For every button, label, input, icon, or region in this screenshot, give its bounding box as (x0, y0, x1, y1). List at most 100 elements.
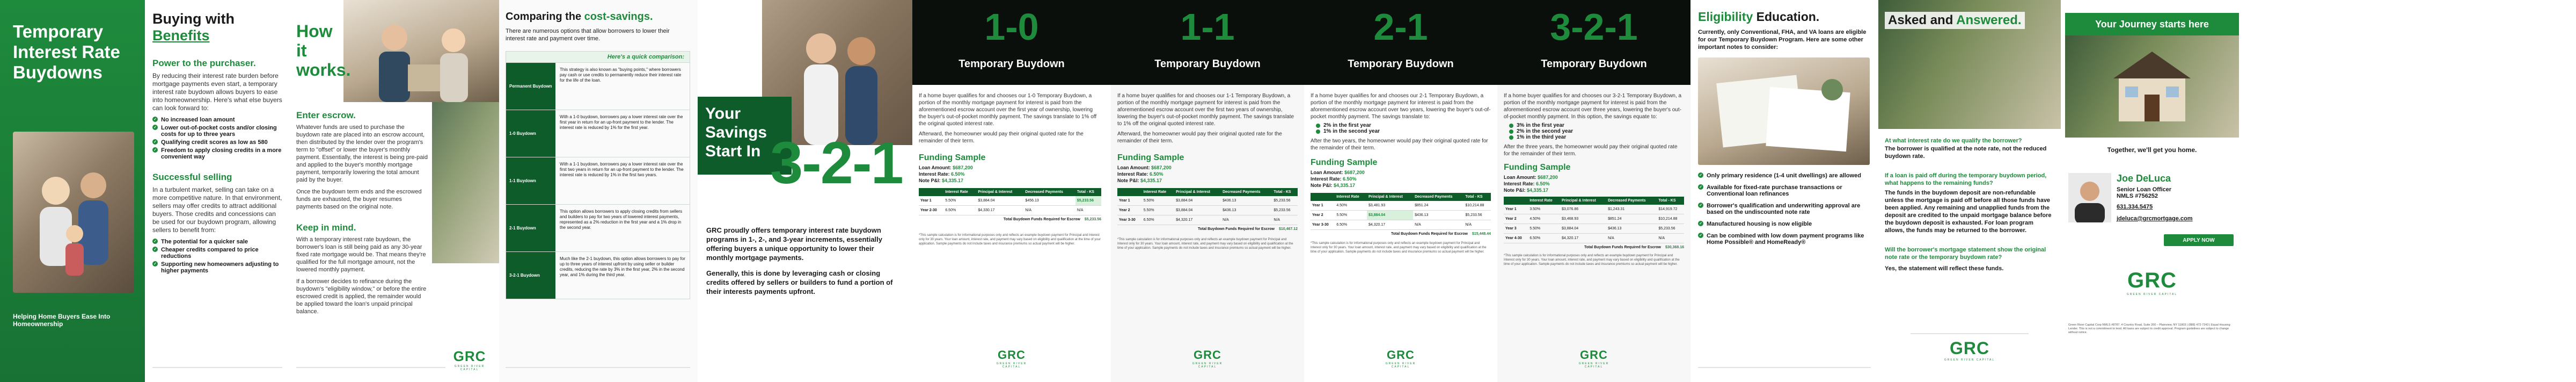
loan-value: $687,200 (1538, 175, 1558, 180)
compare-row-label: 1-0 Buydown (506, 110, 555, 157)
buydown-bullets: 3% in the first year 2% in the second ye… (1509, 122, 1684, 140)
loan-value: $687,200 (953, 165, 973, 170)
benefits-list1: ✓ No increased loan amount ✓ Lower out-of-… (152, 117, 282, 160)
savings-para2: Generally, this is done by leveraging ca… (706, 269, 893, 295)
contact-banner-text: Your Journey starts here (2095, 18, 2209, 30)
th-blank (1311, 193, 1335, 201)
eligibility-text: Only primary residence (1-4 unit dwellin… (1707, 172, 1861, 179)
contact-phone[interactable]: 631.334.5475 (2117, 204, 2153, 210)
grc-logo: GRC (1194, 348, 1221, 362)
compare-row-text: With a 1-1 buydown, borrowers pay a lowe… (560, 162, 684, 177)
cover-photo (13, 132, 134, 293)
rate-value: 6.50% (951, 171, 965, 177)
buydown-logo: GRC GREEN RIVER CAPITAL (993, 348, 1030, 369)
cell: $3,884.04 (1174, 196, 1221, 206)
buydown-para1: If a home buyer qualifies for and choose… (1117, 93, 1294, 127)
family-photo-icon (40, 172, 108, 276)
faq-q1: At what interest rate do we qualify the … (1885, 138, 2022, 144)
table-row: Year 3-30 6.50% $4,320.17 N/A N/A (1311, 220, 1491, 230)
buydown-logo: GRC GREEN RIVER CAPITAL (1189, 348, 1226, 369)
note-label: Total Buydown Funds Required for Escrow (1584, 246, 1661, 249)
benefit-item: ✓ The potential for a quicker sale (152, 239, 282, 245)
cell: 6.50% (943, 205, 977, 215)
th: Decreased Payments (1023, 188, 1075, 196)
cell: N/A (1075, 205, 1101, 215)
note-total: $5,233.56 (1084, 218, 1101, 221)
note-label: Total Buydown Funds Required for Escrow (1003, 218, 1080, 221)
buydown-para1: If a home buyer qualifies for and choose… (919, 93, 1097, 127)
check-icon: ✓ (152, 147, 158, 153)
cell: Year 2 (1504, 214, 1528, 224)
bullet-text: 1% in the third year (1517, 134, 1567, 140)
cell: 4.50% (1335, 201, 1367, 211)
cell: $10,214.88 (1657, 214, 1684, 224)
eligibility-item: ✓ Manufactured housing is now eligible (1698, 221, 1871, 227)
eligibility-text: Manufactured housing is now eligible (1707, 221, 1812, 227)
pi-value: $4,335.17 (942, 178, 964, 183)
bullet-text: 2% in the second year (1517, 128, 1574, 134)
agent-photo-icon (379, 25, 468, 102)
rate-value: 6.50% (1536, 181, 1550, 186)
faq-title-prefix: Asked and (1888, 13, 1957, 27)
apply-now-button[interactable]: APPLY NOW (2164, 234, 2234, 246)
faq-title-em: Answered. (1956, 13, 2022, 27)
cell: $436.13 (1413, 210, 1464, 220)
cell: 6.50% (1335, 220, 1367, 230)
how-logo: GRC GREEN RIVER CAPITAL (451, 348, 488, 371)
buydown-subtitle: Temporary Buydown (958, 58, 1065, 70)
benefit-text: Qualifying credit scores as low as 580 (161, 139, 268, 146)
table-row: Year 4-30 6.50% $4,320.17 N/A N/A (1504, 233, 1684, 243)
th: Total - KS (1075, 188, 1101, 196)
faq-title: Asked and Answered. (1885, 12, 2025, 29)
benefit-text: Freedom to apply closing credits in a mo… (161, 147, 282, 160)
funding-fields: Loan Amount: $687,200 Interest Rate: 6.5… (1117, 164, 1298, 184)
grc-logo-sub: GREEN RIVER CAPITAL (1578, 362, 1609, 369)
cell: Year 3 (1504, 224, 1528, 234)
how-side-photo (432, 102, 499, 263)
grc-logo-sub: GREEN RIVER CAPITAL (1385, 362, 1416, 369)
bullet-icon (1509, 123, 1513, 128)
benefit-item: ✓ Cheaper credits compared to price reduc… (152, 247, 282, 260)
check-icon: ✓ (1698, 172, 1703, 178)
funding-title: Funding Sample (1311, 158, 1378, 167)
cell: $4,320.17 (1560, 233, 1607, 243)
compare-row: 1-0 Buydown With a 1-0 buydown, borrower… (506, 110, 690, 157)
pi-value: $4,335.17 (1334, 183, 1356, 188)
th: Decreased Payments (1221, 188, 1272, 196)
buydown-bullets: 2% in the first year 1% in the second ye… (1316, 122, 1491, 134)
eligibility-panel: Eligibility Education. Currently, only C… (1690, 0, 1878, 382)
person-icon (2075, 182, 2105, 222)
eligibility-footer (1698, 367, 1871, 382)
cell: 5.50% (1141, 205, 1175, 215)
cell: $436.13 (1606, 224, 1657, 234)
grc-logo-sub: GREEN RIVER CAPITAL (996, 362, 1027, 369)
cell: $3,076.86 (1560, 205, 1607, 214)
contact-email[interactable]: jdeluca@grcmortgage.com (2117, 215, 2193, 222)
cell: $14,919.72 (1657, 205, 1684, 214)
bullet-text: 3% in the first year (1517, 122, 1564, 128)
cell: Year 3-30 (1117, 215, 1142, 225)
th: Total - KS (1657, 197, 1684, 205)
th: Interest Rate (1528, 197, 1560, 205)
buydown-body: If a home buyer qualifies for and choose… (1311, 92, 1491, 254)
funding-note: Total Buydown Funds Required for Escrow $… (1117, 227, 1298, 231)
cell: Year 2 (1311, 210, 1335, 220)
benefits-para2: In a turbulent market, selling can take … (152, 186, 282, 234)
buydown-panel-2-1: 2-1 Temporary Buydown If a home buyer qu… (1304, 0, 1497, 382)
how-para1: Whatever funds are used to purchase the … (296, 124, 428, 183)
buydown-logo: GRC GREEN RIVER CAPITAL (1382, 348, 1419, 369)
eligibility-title: Eligibility Education. (1698, 10, 1871, 24)
compare-title-em: cost-savings. (584, 11, 653, 23)
cell: $5,233.56 (1463, 210, 1491, 220)
table-row: Year 2 5.50% $3,884.04 $436.13 $5,233.56 (1311, 210, 1491, 220)
funding-title: Funding Sample (919, 153, 986, 162)
compare-row-label: 3-2-1 Buydown (506, 252, 555, 299)
benefits-para1: By reducing their interest rate burden b… (152, 72, 282, 112)
buydown-panel-3-2-1: 3-2-1 Temporary Buydown If a home buyer … (1497, 0, 1690, 382)
grc-logo: GRC (1387, 348, 1415, 362)
cell: $3,884.04 (1560, 224, 1607, 234)
funding-table: Interest Rate Principal & Interest Decreas… (1117, 188, 1298, 225)
benefits-heading-prefix: Buying with (152, 11, 235, 27)
cell: $436.13 (1221, 205, 1272, 215)
grc-logo: GRC (1949, 338, 1990, 358)
